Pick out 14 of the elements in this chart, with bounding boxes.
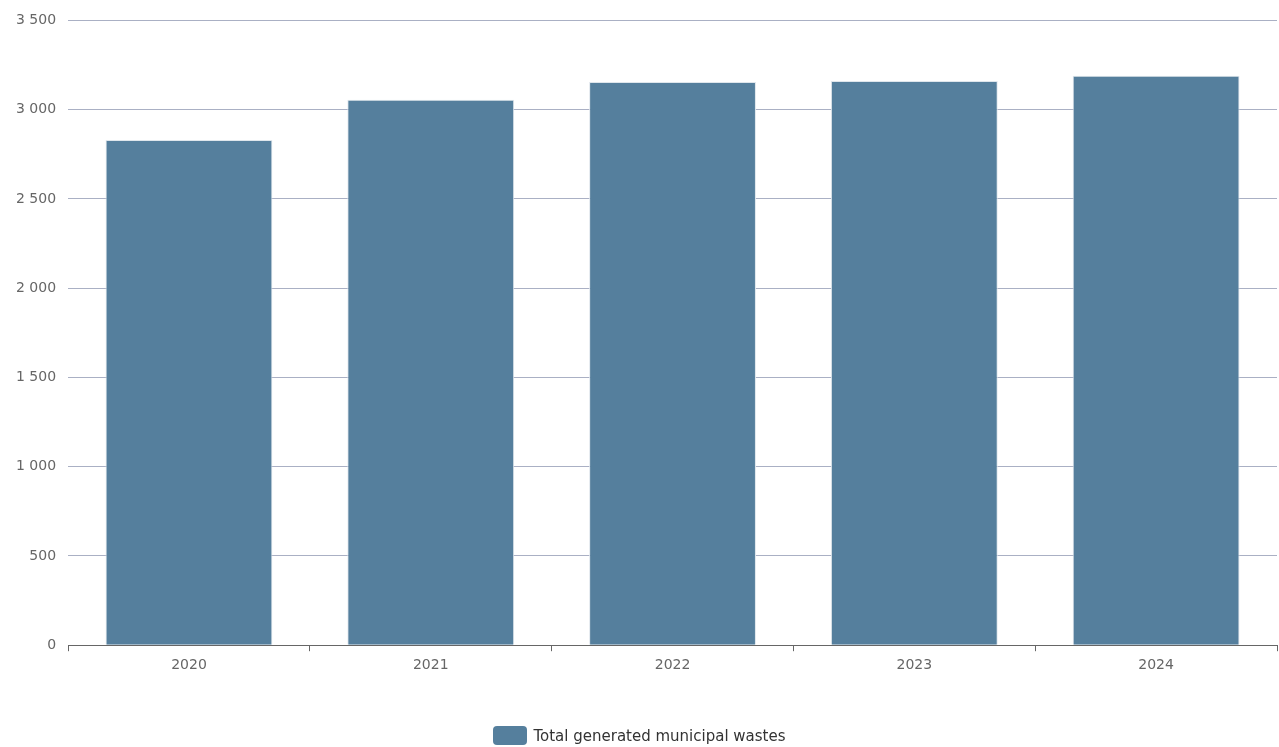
y-tick-label: 3 000 bbox=[15, 100, 57, 117]
legend-label: Total generated municipal wastes bbox=[533, 726, 786, 745]
x-tick-label: 2024 bbox=[1138, 656, 1175, 673]
x-tick-label: 2023 bbox=[896, 656, 933, 673]
y-tick-label: 1 000 bbox=[15, 457, 57, 474]
y-tick-label: 2 000 bbox=[15, 278, 57, 295]
y-tick-label: 3 500 bbox=[15, 11, 57, 28]
y-tick-label: 0 bbox=[47, 635, 57, 652]
y-tick-label: 1 500 bbox=[15, 368, 57, 385]
x-tick-label: 2020 bbox=[171, 656, 207, 673]
x-tick-label: 2022 bbox=[654, 656, 691, 673]
y-tick-label: 500 bbox=[29, 546, 57, 563]
x-tick-label: 2021 bbox=[412, 656, 449, 673]
y-tick-label: 2 500 bbox=[15, 189, 57, 206]
